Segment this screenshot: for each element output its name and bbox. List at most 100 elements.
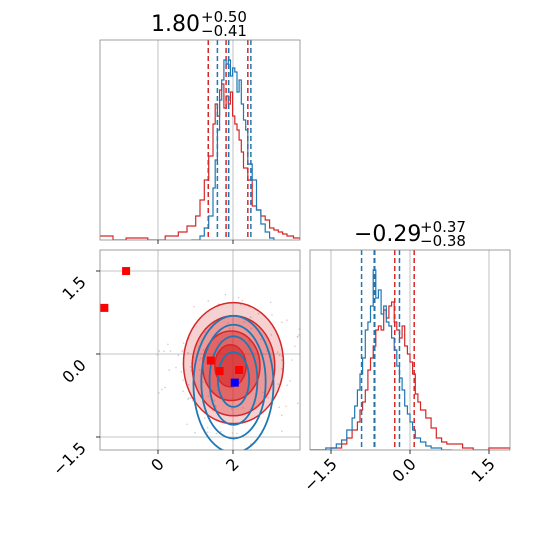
- sample-dot: [227, 321, 229, 324]
- histogram-line: [100, 83, 300, 240]
- sample-dot: [168, 369, 170, 371]
- sample-dot: [158, 350, 161, 352]
- sample-dot: [189, 397, 192, 400]
- x-tick-label: 2: [222, 454, 243, 475]
- sample-dot: [236, 432, 238, 435]
- joint-panel: 0 2 −1.5 0.0 1.5: [49, 249, 306, 479]
- y-tick-labels-joint: −1.5 0.0 1.5: [49, 272, 90, 479]
- sample-dot: [276, 351, 279, 353]
- sample-dot: [228, 327, 231, 330]
- sample-dot: [198, 368, 201, 371]
- ticks-right: [330, 450, 490, 454]
- grid-top: [157, 40, 234, 240]
- sample-dot: [262, 352, 265, 355]
- sample-dot: [157, 392, 160, 394]
- sample-dot: [216, 341, 219, 344]
- sample-dot: [156, 354, 159, 356]
- red-marker: [206, 356, 215, 365]
- sample-dot: [280, 414, 283, 417]
- y-tick-label: 0.0: [58, 355, 89, 386]
- red-marker: [215, 367, 224, 376]
- sample-dot: [298, 334, 300, 336]
- sample-dot: [281, 321, 283, 323]
- y-tick-label: 1.5: [58, 272, 89, 303]
- red-contour-level: [214, 343, 247, 388]
- blue-contour-level: [208, 335, 259, 426]
- sample-dot: [280, 368, 283, 370]
- sample-dot: [224, 293, 227, 296]
- sample-dot: [187, 384, 190, 386]
- sample-dot: [181, 350, 183, 353]
- sample-dot: [249, 316, 252, 319]
- sample-dot: [190, 369, 192, 372]
- sample-dot: [182, 379, 184, 381]
- red-marker: [100, 303, 109, 312]
- sample-dot: [296, 336, 299, 338]
- sample-dot: [164, 386, 166, 389]
- blue-contour-level: [200, 323, 267, 440]
- sample-dot: [194, 431, 196, 434]
- sample-dot: [281, 355, 283, 357]
- sample-dot: [163, 350, 165, 353]
- sample-dot: [291, 359, 293, 361]
- marginal-title-param2: −0.29 +0.37 −0.38: [354, 218, 466, 250]
- title-plus: +0.50: [201, 8, 247, 26]
- sample-dot: [203, 417, 206, 419]
- joint-contours: [100, 267, 306, 450]
- sample-dot: [249, 443, 252, 445]
- sample-dot: [204, 331, 206, 334]
- ticks-joint: [96, 270, 234, 454]
- sample-dot: [294, 345, 296, 348]
- sample-dot: [175, 366, 177, 369]
- sample-dot: [269, 301, 272, 304]
- sample-dot: [241, 299, 244, 302]
- sample-dot: [180, 370, 183, 373]
- sample-dot: [248, 343, 251, 345]
- sample-dot: [206, 426, 209, 429]
- sample-dot: [289, 380, 291, 382]
- sample-dot: [277, 383, 280, 385]
- title-minus: −0.41: [201, 22, 247, 40]
- sample-dot: [270, 334, 273, 336]
- sample-dot: [271, 314, 273, 316]
- sample-dot: [281, 430, 283, 433]
- sample-dot: [177, 354, 180, 357]
- sample-dot: [239, 304, 242, 306]
- title-plus: +0.37: [420, 218, 466, 236]
- sample-dot: [231, 432, 234, 434]
- sample-dot: [189, 366, 192, 368]
- sample-dot: [242, 407, 244, 409]
- y-tick-label: −1.5: [49, 438, 90, 479]
- sample-dot: [213, 399, 216, 402]
- sample-dot: [161, 388, 163, 391]
- sample-dot: [267, 397, 270, 399]
- marginal-title-param1: 1.80 +0.50 −0.41: [151, 8, 247, 40]
- sample-dot: [187, 351, 189, 354]
- marginal-histograms-param2: [310, 250, 510, 450]
- sample-dot: [247, 339, 250, 342]
- sample-dot: [281, 359, 283, 361]
- sample-dot: [285, 405, 287, 408]
- sample-dot: [198, 359, 201, 361]
- axes-frame-joint: [99, 249, 301, 451]
- sample-dot: [200, 357, 202, 359]
- ticks-top: [157, 240, 234, 244]
- sample-dot: [266, 350, 268, 352]
- sample-dot: [286, 384, 288, 386]
- sample-dot: [304, 399, 306, 401]
- sample-dot: [207, 300, 210, 302]
- sample-dot: [167, 343, 169, 346]
- sample-dot: [188, 397, 190, 399]
- x-tick-labels-right: −1.5 0.0 1.5: [300, 454, 499, 495]
- sample-dot: [257, 312, 260, 315]
- sample-dot: [237, 296, 240, 299]
- marginal-histograms-param1: [100, 40, 300, 240]
- sample-dot: [206, 431, 209, 434]
- title-value: −0.29: [354, 222, 421, 247]
- sample-dot: [202, 381, 204, 383]
- title-minus: −0.38: [420, 232, 466, 250]
- sample-dot: [182, 349, 184, 352]
- sample-dot: [278, 354, 281, 357]
- sample-dot: [182, 342, 185, 344]
